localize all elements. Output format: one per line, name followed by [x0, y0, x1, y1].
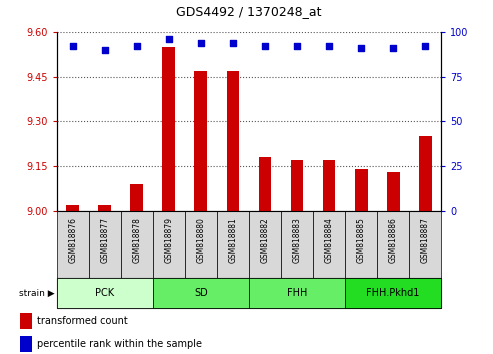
Text: GSM818887: GSM818887	[421, 217, 430, 263]
Text: GSM818878: GSM818878	[132, 217, 141, 263]
Text: FHH.Pkhd1: FHH.Pkhd1	[366, 288, 420, 298]
Text: FHH: FHH	[287, 288, 307, 298]
Bar	[409, 211, 441, 278]
Bar	[227, 70, 240, 211]
Bar	[313, 211, 345, 278]
Bar	[322, 160, 335, 211]
Bar	[121, 211, 153, 278]
Bar	[66, 205, 79, 211]
Text: SD: SD	[194, 288, 208, 298]
Text: GSM818883: GSM818883	[292, 217, 302, 263]
Bar	[387, 172, 399, 211]
Point	[69, 43, 77, 49]
Point	[389, 45, 397, 51]
Point	[165, 36, 173, 42]
Bar	[153, 278, 249, 308]
Bar	[355, 169, 368, 211]
Text: GSM818886: GSM818886	[388, 217, 398, 263]
Bar	[89, 211, 121, 278]
Bar	[345, 278, 441, 308]
Point	[357, 45, 365, 51]
Point	[133, 43, 141, 49]
Bar	[258, 157, 271, 211]
Bar	[57, 278, 153, 308]
Point	[421, 43, 429, 49]
Text: strain ▶: strain ▶	[19, 289, 55, 297]
Text: GDS4492 / 1370248_at: GDS4492 / 1370248_at	[176, 5, 322, 18]
Text: transformed count: transformed count	[36, 316, 127, 326]
Text: GSM818885: GSM818885	[356, 217, 366, 263]
Bar	[194, 70, 207, 211]
Bar	[98, 205, 111, 211]
Bar	[345, 211, 377, 278]
Point	[293, 43, 301, 49]
Bar	[291, 160, 304, 211]
Text: percentile rank within the sample: percentile rank within the sample	[36, 339, 202, 349]
Point	[101, 47, 108, 53]
Text: GSM818877: GSM818877	[100, 217, 109, 263]
Bar	[377, 211, 409, 278]
Bar	[130, 184, 143, 211]
Text: GSM818884: GSM818884	[324, 217, 334, 263]
Bar	[20, 313, 32, 329]
Bar	[249, 211, 281, 278]
Text: GSM818882: GSM818882	[260, 217, 270, 263]
Text: GSM818880: GSM818880	[196, 217, 206, 263]
Point	[261, 43, 269, 49]
Text: GSM818879: GSM818879	[164, 217, 174, 263]
Bar	[249, 278, 345, 308]
Bar	[57, 211, 89, 278]
Bar	[185, 211, 217, 278]
Bar	[419, 136, 432, 211]
Point	[229, 40, 237, 45]
Bar	[281, 211, 313, 278]
Point	[197, 40, 205, 45]
Point	[325, 43, 333, 49]
Text: GSM818881: GSM818881	[228, 217, 238, 263]
Bar	[163, 47, 176, 211]
Bar	[20, 336, 32, 352]
Bar	[153, 211, 185, 278]
Text: PCK: PCK	[95, 288, 114, 298]
Bar	[217, 211, 249, 278]
Text: GSM818876: GSM818876	[68, 217, 77, 263]
